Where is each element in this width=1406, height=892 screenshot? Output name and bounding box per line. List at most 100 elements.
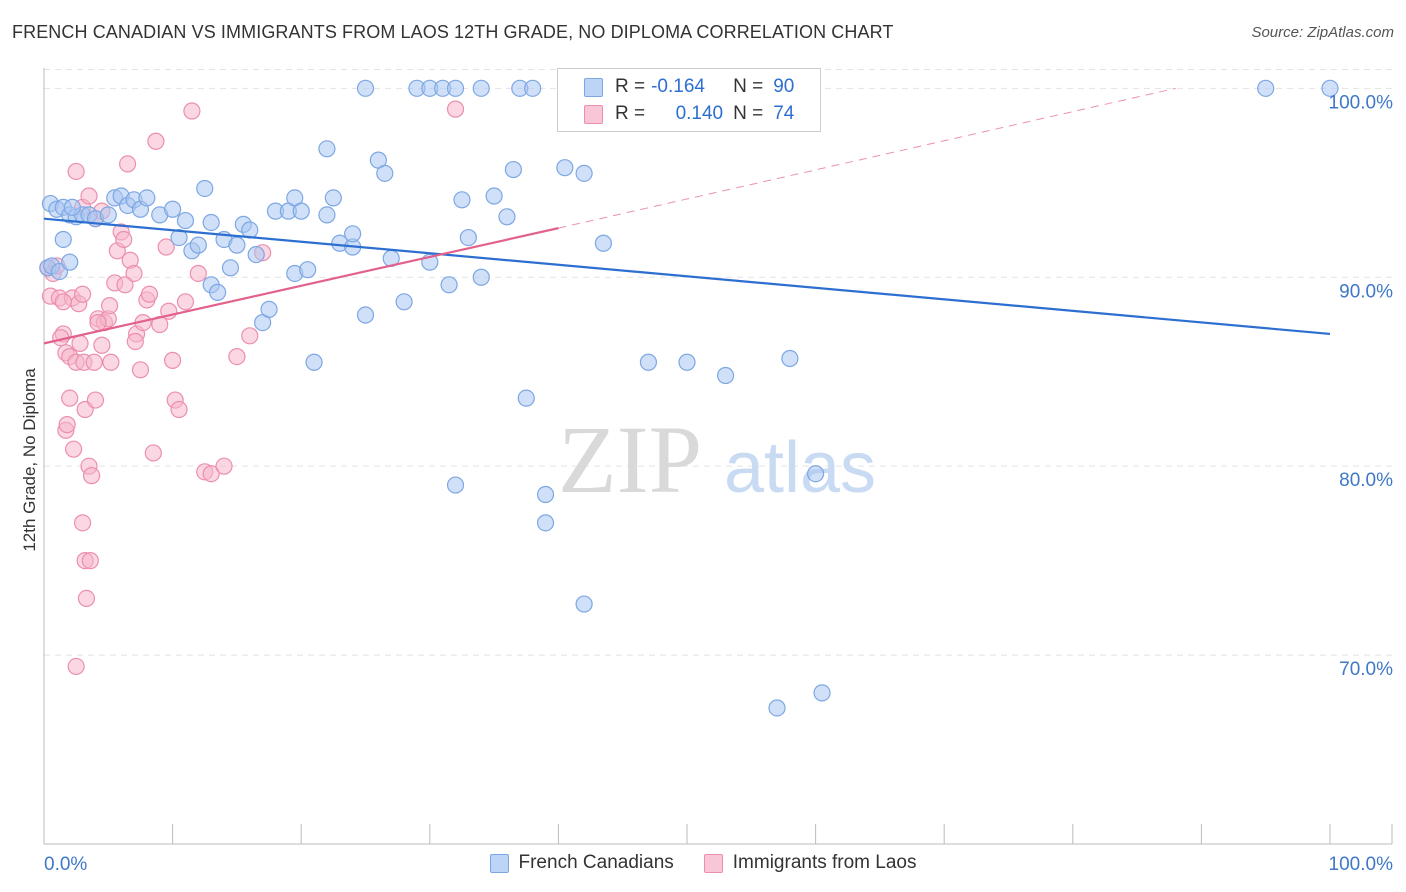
r-label: R = xyxy=(615,76,646,97)
laos-point xyxy=(140,285,159,303)
laos-point xyxy=(176,293,195,311)
french-canadian-point xyxy=(189,236,207,254)
laos-point xyxy=(116,276,134,294)
french-canadian-point xyxy=(678,353,696,371)
french-canadian-point xyxy=(472,79,490,97)
french-canadian-point xyxy=(356,79,375,97)
french-canadian-point xyxy=(716,366,735,385)
french-canadian-point xyxy=(575,164,593,182)
laos-point xyxy=(102,353,120,371)
french-canadian-point xyxy=(305,353,323,371)
legend-row-blue: R = -0.164 N = 90 xyxy=(584,76,794,98)
french-canadian-point xyxy=(138,189,156,207)
laos-point xyxy=(228,347,246,366)
laos-point xyxy=(131,361,150,379)
y-tick-label: 90.0% xyxy=(1339,281,1393,302)
laos-point xyxy=(170,400,188,419)
french-canadian-point xyxy=(536,485,555,504)
laos-point xyxy=(67,162,85,181)
laos-trend-line xyxy=(43,227,559,345)
french-canadian-point xyxy=(524,79,542,97)
stats-legend: R = -0.164 N = 90 R = 0.140 N = 74 xyxy=(557,68,821,132)
french-canadian-point xyxy=(318,140,336,158)
french-canadian-point xyxy=(639,353,658,371)
french-canadian-point xyxy=(781,349,799,368)
french-canadian-point xyxy=(813,684,831,702)
french-canadian-point xyxy=(1321,79,1339,97)
french-canadian-point xyxy=(1257,79,1275,97)
laos-point xyxy=(89,313,107,332)
french-canadian-point xyxy=(376,164,394,182)
laos-point xyxy=(157,238,175,256)
laos-point xyxy=(93,336,111,354)
french-canadian-point xyxy=(536,514,555,532)
pink-swatch-icon xyxy=(703,853,723,873)
n-value-pink: 74 xyxy=(773,103,795,124)
laos-point xyxy=(86,391,105,409)
french-canadian-point xyxy=(164,200,182,218)
laos-point xyxy=(61,389,79,407)
legend-item-french-canadians: French Canadians xyxy=(489,852,674,874)
laos-point xyxy=(82,467,101,485)
french-canadian-point xyxy=(318,206,336,224)
blue-swatch-icon xyxy=(489,853,509,873)
laos-point xyxy=(115,230,133,249)
french-canadian-point xyxy=(63,198,81,216)
trend-lines xyxy=(43,87,1331,345)
french-canadian-point xyxy=(440,276,458,294)
watermark-atlas: atlas xyxy=(724,428,876,508)
french-canadian-point xyxy=(517,389,535,407)
french-canadian-point xyxy=(459,228,477,247)
legend-row-pink: R = 0.140 N = 74 xyxy=(584,103,794,125)
french-canadian-point xyxy=(176,211,195,230)
laos-point xyxy=(54,293,72,311)
legend-label-french-canadians: French Canadians xyxy=(518,852,674,873)
y-tick-label: 100.0% xyxy=(1329,92,1394,113)
x-tick-label: 100.0% xyxy=(1329,854,1394,875)
french-canadian-point xyxy=(260,300,278,318)
french-canadian-point xyxy=(170,228,188,247)
french-canadian-point xyxy=(446,476,465,494)
french-canadian-point xyxy=(324,189,342,207)
r-value-pink: 0.140 xyxy=(675,103,724,124)
laos-point xyxy=(85,353,103,371)
chart-title: FRENCH CANADIAN VS IMMIGRANTS FROM LAOS … xyxy=(12,22,894,42)
laos-point xyxy=(125,264,143,283)
n-label: N = xyxy=(733,76,764,97)
laos-point xyxy=(183,102,201,120)
r-label: R = xyxy=(615,103,646,124)
laos-trend-extension xyxy=(558,87,1176,229)
legend-label-laos: Immigrants from Laos xyxy=(732,852,917,873)
n-value-blue: 90 xyxy=(773,76,795,97)
laos-point xyxy=(71,334,89,352)
french-canadian-points xyxy=(39,79,1339,717)
r-value-blue: -0.164 xyxy=(651,76,705,97)
french-canadian-point xyxy=(54,230,72,249)
laos-point xyxy=(147,132,165,150)
french-canadian-point xyxy=(209,283,227,301)
laos-point xyxy=(67,657,85,676)
french-canadian-point xyxy=(344,225,362,243)
y-axis-label: 12th Grade, No Diploma xyxy=(20,368,39,552)
laos-point xyxy=(64,440,83,458)
laos-point xyxy=(100,296,119,315)
source-label: Source: ZipAtlas.com xyxy=(1251,24,1394,41)
french-canadian-trend-line xyxy=(43,217,1331,336)
watermark-zip: ZIP xyxy=(558,406,702,513)
french-canadian-point xyxy=(498,208,516,226)
french-canadian-point xyxy=(247,245,265,264)
laos-point xyxy=(126,332,144,351)
series-legend: French Canadians Immigrants from Laos xyxy=(0,852,1406,874)
legend-item-laos: Immigrants from Laos xyxy=(703,852,917,874)
n-label: N = xyxy=(733,103,764,124)
laos-point xyxy=(58,416,76,434)
french-canadian-point xyxy=(768,699,786,717)
laos-point xyxy=(80,187,98,205)
french-canadian-point xyxy=(299,261,317,279)
laos-point xyxy=(164,351,182,369)
french-canadian-point xyxy=(395,293,413,311)
french-canadian-point xyxy=(196,179,214,198)
laos-point xyxy=(241,327,259,345)
french-canadian-point xyxy=(292,202,310,220)
laos-point xyxy=(202,465,220,483)
